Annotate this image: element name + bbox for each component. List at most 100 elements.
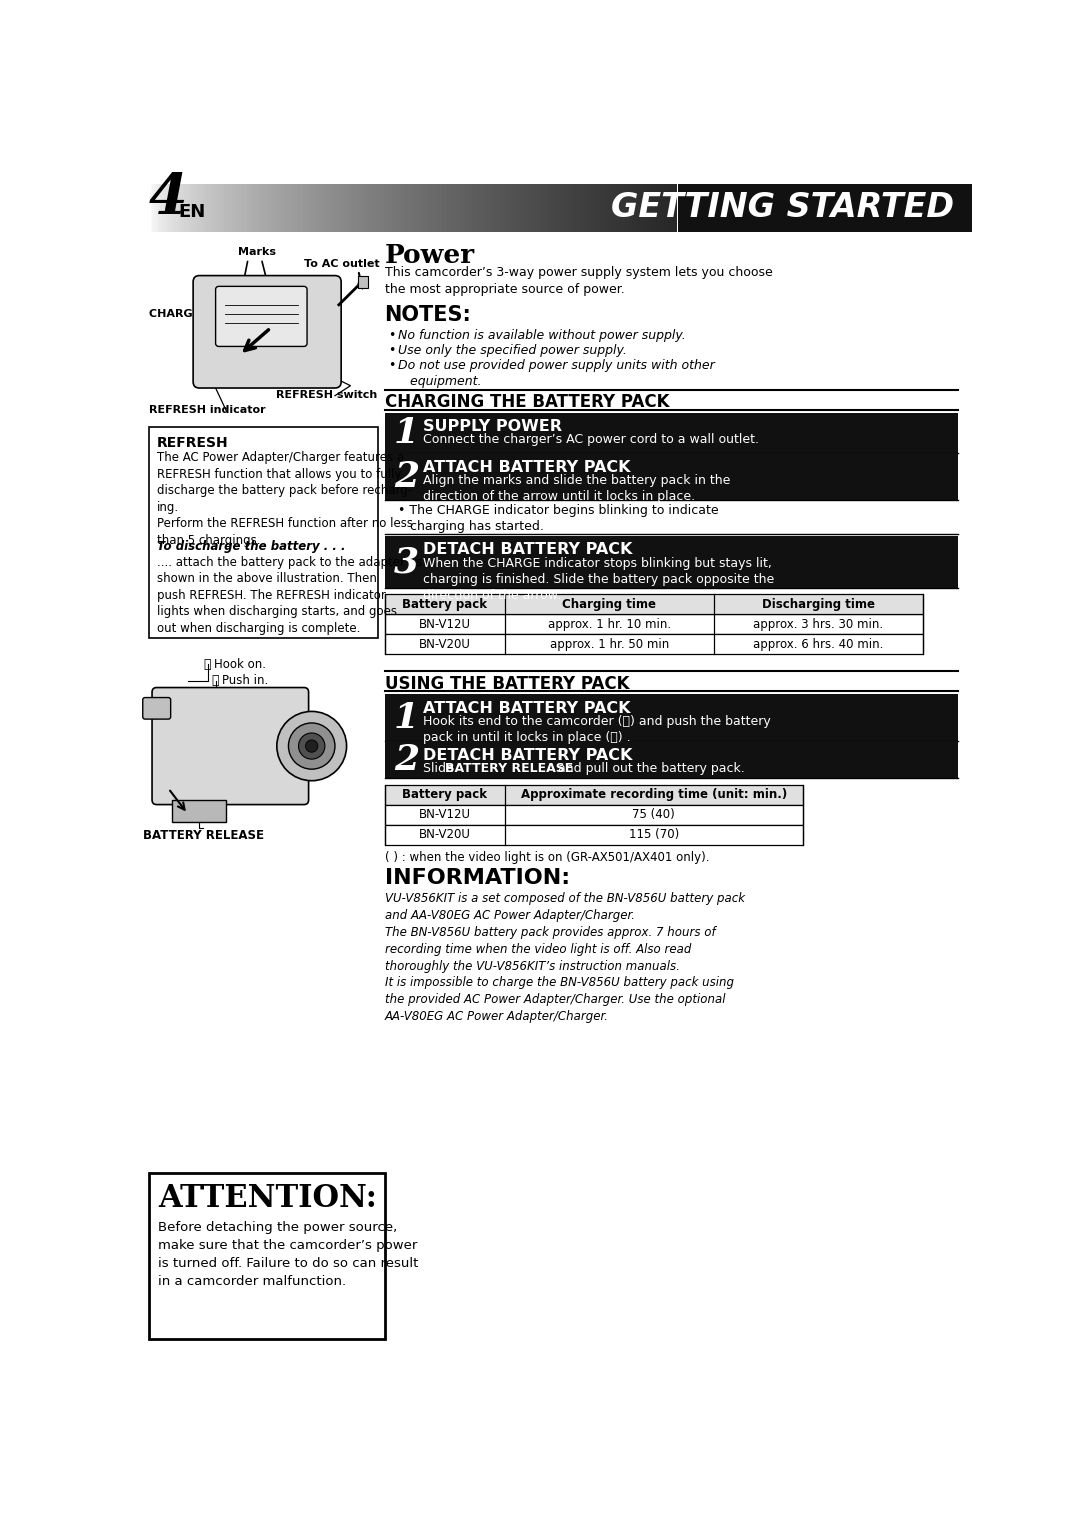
Bar: [258, 184, 260, 231]
Bar: [205, 184, 207, 231]
Bar: [646, 184, 649, 231]
Bar: [387, 184, 389, 231]
Bar: [217, 184, 220, 231]
Bar: [404, 184, 406, 231]
Bar: [367, 184, 369, 231]
Bar: [384, 635, 923, 655]
Bar: [183, 184, 185, 231]
Bar: [198, 184, 201, 231]
Bar: [297, 184, 299, 231]
Bar: [542, 184, 545, 231]
Bar: [166, 184, 170, 231]
Bar: [295, 184, 297, 231]
Bar: [556, 184, 559, 231]
Bar: [639, 184, 642, 231]
Bar: [457, 184, 459, 231]
Bar: [583, 184, 585, 231]
Bar: [193, 184, 195, 231]
Bar: [284, 184, 287, 231]
Bar: [343, 184, 347, 231]
Bar: [494, 184, 496, 231]
Text: 2: 2: [394, 460, 419, 494]
Bar: [455, 184, 457, 231]
Bar: [244, 184, 246, 231]
Bar: [653, 184, 656, 231]
Bar: [381, 184, 383, 231]
Bar: [618, 184, 621, 231]
Bar: [194, 184, 198, 231]
Bar: [539, 184, 541, 231]
Text: BN-V20U: BN-V20U: [419, 638, 471, 652]
Circle shape: [276, 711, 347, 780]
Bar: [660, 184, 663, 231]
Text: •: •: [389, 359, 395, 371]
Bar: [405, 184, 408, 231]
Bar: [565, 184, 568, 231]
Bar: [231, 184, 234, 231]
Text: SUPPLY POWER: SUPPLY POWER: [423, 419, 563, 434]
Bar: [335, 184, 338, 231]
Bar: [427, 184, 429, 231]
Bar: [463, 184, 465, 231]
Bar: [396, 184, 400, 231]
Bar: [528, 184, 531, 231]
Text: USING THE BATTERY PACK: USING THE BATTERY PACK: [384, 675, 629, 693]
Text: approx. 6 hrs. 40 min.: approx. 6 hrs. 40 min.: [754, 638, 883, 652]
Bar: [240, 184, 243, 231]
Text: Push in.: Push in.: [221, 675, 268, 687]
Text: VU-V856KIT is a set composed of the BN-V856U battery pack
and AA-V80EG AC Power : VU-V856KIT is a set composed of the BN-V…: [384, 892, 744, 1023]
Text: .... attach the battery pack to the adapter as
shown in the above illustration. : .... attach the battery pack to the adap…: [157, 556, 422, 635]
Bar: [359, 276, 367, 288]
Text: BATTERY RELEASE: BATTERY RELEASE: [445, 762, 573, 776]
Bar: [342, 184, 345, 231]
Bar: [663, 184, 666, 231]
Bar: [631, 184, 633, 231]
Text: •: •: [389, 343, 395, 357]
Bar: [409, 184, 411, 231]
Bar: [353, 184, 355, 231]
Bar: [293, 184, 296, 231]
Bar: [475, 184, 478, 231]
Bar: [349, 184, 352, 231]
Text: Discharging time: Discharging time: [762, 598, 875, 610]
Bar: [261, 184, 264, 231]
Bar: [523, 184, 526, 231]
Text: Power: Power: [384, 244, 475, 268]
Bar: [337, 184, 339, 231]
Bar: [620, 184, 622, 231]
Bar: [541, 184, 543, 231]
FancyBboxPatch shape: [193, 276, 341, 388]
Text: Align the marks and slide the battery pack in the
direction of the arrow until i: Align the marks and slide the battery pa…: [423, 474, 731, 503]
Bar: [402, 184, 404, 231]
Bar: [461, 184, 464, 231]
Bar: [221, 184, 224, 231]
Bar: [469, 184, 471, 231]
Bar: [172, 800, 227, 822]
Bar: [465, 184, 468, 231]
Bar: [191, 184, 193, 231]
Bar: [572, 184, 575, 231]
Bar: [208, 184, 212, 231]
Bar: [419, 184, 422, 231]
Text: REFRESH: REFRESH: [157, 435, 228, 449]
Bar: [581, 184, 583, 231]
Bar: [486, 184, 489, 231]
Bar: [673, 184, 675, 231]
Bar: [632, 184, 635, 231]
Bar: [418, 184, 420, 231]
Text: approx. 3 hrs. 30 min.: approx. 3 hrs. 30 min.: [754, 618, 883, 632]
Bar: [625, 184, 627, 231]
Text: Marks: Marks: [239, 247, 276, 258]
Bar: [334, 184, 336, 231]
Bar: [449, 184, 451, 231]
Bar: [395, 184, 397, 231]
Bar: [315, 184, 319, 231]
Bar: [242, 184, 244, 231]
Text: REFRESH switch: REFRESH switch: [276, 389, 378, 400]
Bar: [239, 184, 241, 231]
Bar: [495, 184, 498, 231]
Bar: [548, 184, 550, 231]
Bar: [300, 184, 302, 231]
Circle shape: [288, 724, 335, 770]
Bar: [281, 184, 283, 231]
